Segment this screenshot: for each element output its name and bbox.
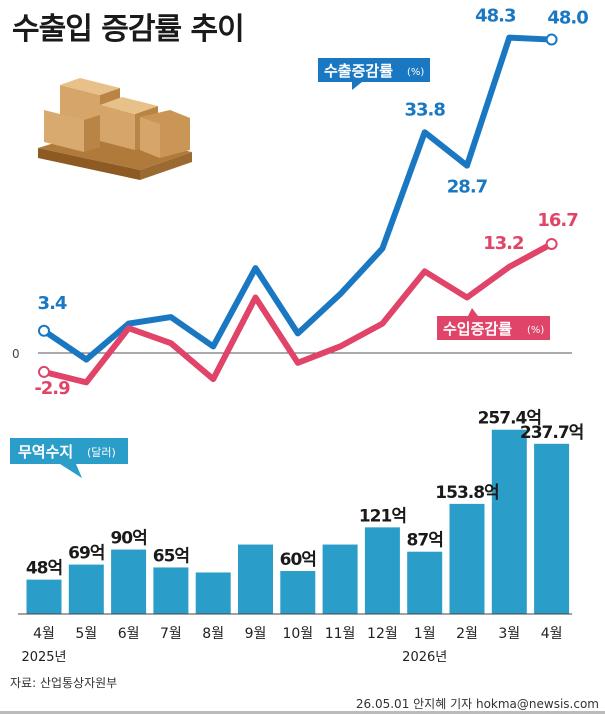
bar-label-6: 60억: [280, 550, 316, 570]
bar-1: [68, 564, 104, 614]
legend-export-unit: (%): [407, 67, 424, 78]
bar-2: [111, 549, 147, 614]
zero-label: 0: [12, 347, 20, 361]
bar-10: [449, 503, 485, 614]
bar-label-0: 48억: [26, 559, 62, 579]
series-0-label-10: 28.7: [447, 177, 488, 198]
series-0-marker-12: [545, 33, 558, 46]
bar-12: [534, 443, 570, 614]
bar-label-2: 90억: [110, 529, 146, 549]
bar-label-9: 87억: [407, 531, 443, 551]
x-tick-5: 9월: [245, 626, 267, 642]
bar-0: [26, 579, 62, 614]
x-tick-7: 11월: [325, 626, 356, 642]
bar-label-10: 153.8억: [435, 483, 498, 503]
bar-3: [153, 567, 189, 614]
series-0-label-12: 48.0: [547, 8, 588, 29]
legend-import-unit: (%): [527, 325, 544, 336]
series-0-label-0: 3.4: [38, 293, 67, 314]
bar-4: [195, 572, 231, 614]
series-1-label-0: -2.9: [34, 378, 70, 399]
x-tick-9: 1월: [414, 626, 436, 642]
source-note: 자료: 산업통상자원부: [10, 676, 118, 690]
x-tick-0: 4월: [33, 626, 55, 642]
legend-import: 수입증감률 (%): [437, 308, 550, 340]
bar-label-3: 65억: [153, 546, 189, 566]
legend-export: 수출증감률 (%): [318, 58, 430, 90]
legend-import-label: 수입증감률: [443, 320, 512, 338]
bar-label-8: 121억: [359, 506, 406, 526]
legend-balance-label: 무역수지: [18, 443, 73, 461]
x-tick-6: 10월: [282, 626, 313, 642]
page-title: 수출입 증감률 추이: [12, 12, 245, 47]
bar-8: [364, 527, 400, 614]
series-0-label-9: 33.8: [404, 99, 445, 120]
x-tick-4: 8월: [202, 626, 224, 642]
x-tick-1: 5월: [75, 626, 97, 642]
series-line-0: [41, 34, 555, 363]
legend-export-label: 수출증감률: [324, 62, 393, 80]
bar-label-12: 237.7억: [520, 423, 583, 443]
bar-6: [280, 571, 316, 614]
byline: 26.05.01 안지혜 기자 hokma@newsis.com: [355, 697, 599, 711]
bar-7: [322, 544, 358, 614]
year-label-9: 2026년: [402, 650, 447, 665]
x-tick-3: 7월: [160, 626, 182, 642]
series-1-marker-0: [38, 365, 50, 378]
year-label-0: 2025년: [21, 650, 66, 665]
x-tick-2: 6월: [118, 626, 140, 642]
bar-11: [491, 429, 527, 614]
x-tick-8: 12월: [367, 626, 398, 642]
footer-bar: [0, 711, 605, 714]
legend-balance-unit: (달러): [87, 446, 116, 459]
x-tick-11: 3월: [498, 626, 520, 642]
legend-balance: 무역수지 (달러): [10, 438, 128, 478]
bar-5: [238, 544, 273, 614]
x-tick-10: 2월: [456, 626, 478, 642]
bar-label-11: 257.4억: [478, 409, 541, 429]
bar-9: [407, 551, 443, 614]
series-0-label-11: 48.3: [475, 6, 516, 27]
series-1-label-11: 13.2: [483, 233, 523, 254]
series-line-1: [41, 240, 555, 386]
series-0-marker-0: [38, 324, 50, 337]
boxes-illustration: [38, 78, 192, 180]
bar-label-1: 69억: [68, 544, 104, 564]
x-tick-12: 4월: [541, 626, 563, 642]
series-1-label-12: 16.7: [537, 210, 578, 231]
series-1-marker-12: [545, 237, 558, 250]
